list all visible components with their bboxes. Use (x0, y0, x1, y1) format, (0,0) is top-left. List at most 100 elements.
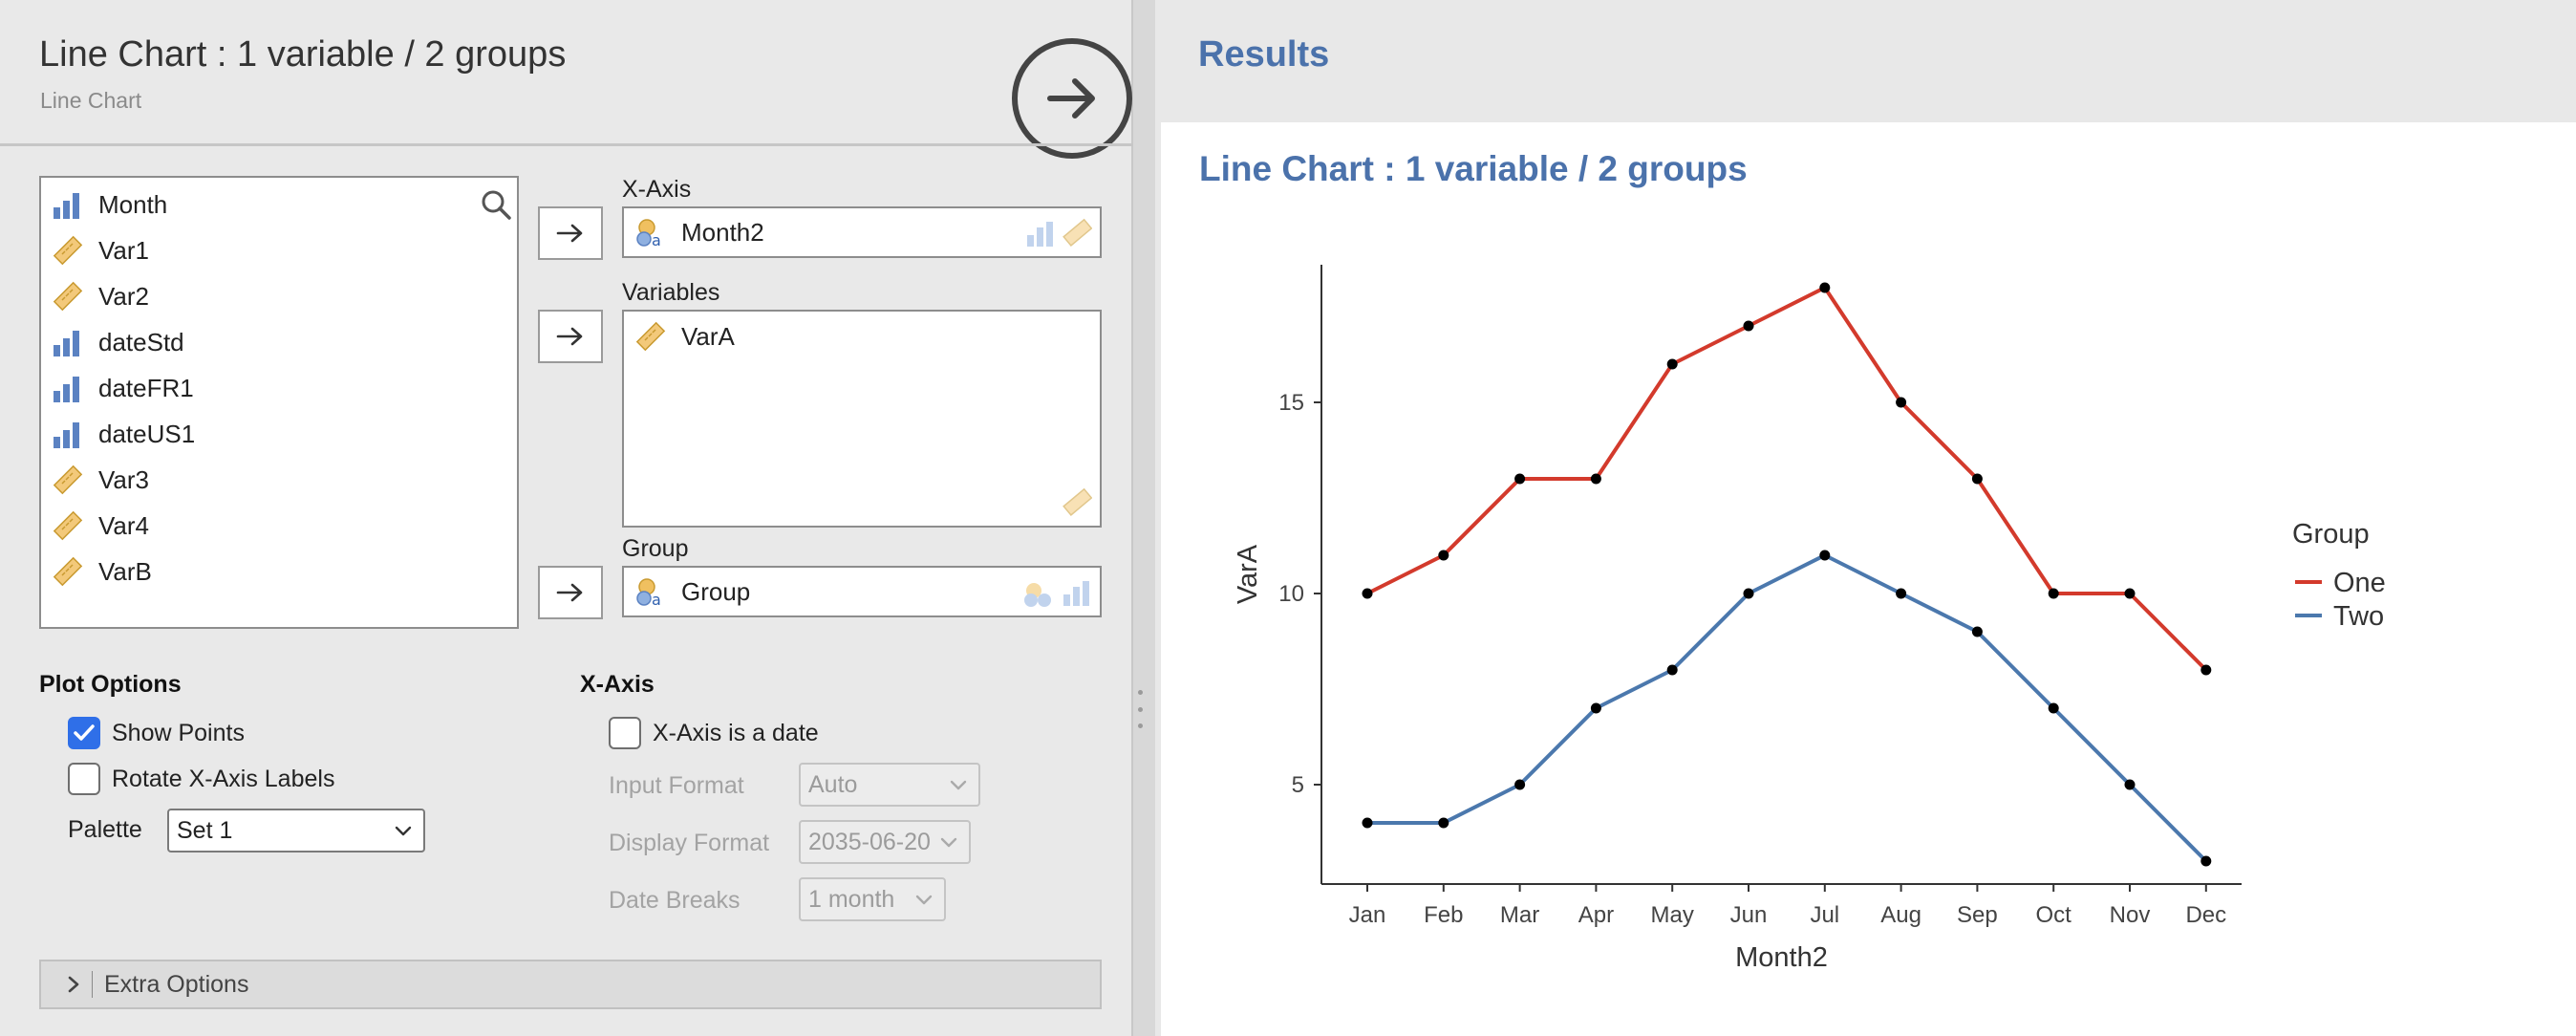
run-analysis-button[interactable] (1012, 38, 1132, 159)
x-tick-label: May (1651, 902, 1694, 928)
header-divider (0, 143, 1133, 146)
x-tick-label: Nov (2110, 902, 2151, 928)
series-line-one (1366, 286, 2208, 672)
svg-text:a: a (652, 591, 661, 608)
x-tick-label: Jan (1349, 902, 1386, 928)
variable-list-item[interactable]: dateFR1 (51, 369, 194, 407)
rotate-xaxis-labels-option[interactable]: Rotate X-Axis Labels (68, 763, 334, 795)
variable-name: Var2 (98, 281, 149, 311)
data-point (1514, 779, 1526, 790)
show-points-checkbox[interactable] (68, 717, 100, 749)
nominal-bars-icon (51, 325, 85, 359)
display-format-value: 2035-06-20 (808, 828, 931, 855)
input-format-label: Input Format (609, 772, 744, 799)
data-point (1362, 588, 1373, 599)
nominal-text-variable-icon: a (633, 574, 668, 609)
variable-list-item[interactable]: Var1 (51, 231, 149, 270)
data-point (1362, 817, 1373, 829)
input-format-select[interactable]: Auto (799, 763, 980, 807)
data-point (1666, 358, 1678, 370)
variable-list-item[interactable]: VarB (51, 552, 152, 591)
analysis-title: Line Chart : 1 variable / 2 groups (39, 34, 567, 75)
nominal-bars-icon (51, 417, 85, 451)
results-panel: Results Line Chart : 1 variable / 2 grou… (1155, 0, 2576, 1036)
variable-list-item[interactable]: Var2 (51, 277, 149, 315)
nominal-bars-icon (1027, 222, 1053, 247)
variable-name: dateStd (98, 327, 184, 356)
variables-target-box[interactable]: VarA (622, 310, 1102, 528)
variable-name: Month (98, 189, 168, 219)
move-to-xaxis-button[interactable] (538, 206, 603, 260)
input-format-value: Auto (808, 770, 858, 798)
svg-text:a: a (652, 231, 661, 248)
variable-name: dateUS1 (98, 419, 196, 448)
extra-options-toggle[interactable]: Extra Options (39, 960, 1102, 1009)
move-to-variables-button[interactable] (538, 310, 603, 363)
data-point (1743, 320, 1754, 332)
x-tick-label: Feb (1424, 902, 1463, 928)
ruler-icon (51, 508, 85, 543)
legend-label: Two (2333, 601, 2384, 632)
data-point (1896, 588, 1907, 599)
panel-splitter-handle[interactable] (1135, 690, 1145, 728)
group-target-label: Group (622, 535, 689, 562)
palette-select[interactable]: Set 1 (167, 809, 425, 853)
options-panel: Line Chart : 1 variable / 2 groups Line … (0, 0, 1133, 1036)
data-point (1971, 473, 1983, 485)
variable-list[interactable]: Month Var1 Var2 dateStd dateFR1 dateUS1 Var3 Va… (39, 176, 519, 629)
y-tick-label: 5 (1292, 772, 1304, 798)
xaxis-is-date-checkbox[interactable] (609, 717, 641, 749)
y-axis-title: VarA (1233, 544, 1263, 604)
xaxis-is-date-option[interactable]: X-Axis is a date (609, 717, 819, 749)
nominal-bars-icon (51, 371, 85, 405)
rotate-xaxis-labels-checkbox[interactable] (68, 763, 100, 795)
search-icon[interactable] (479, 187, 513, 222)
display-format-label: Display Format (609, 830, 770, 856)
variable-name: VarB (98, 556, 152, 586)
rotate-xaxis-labels-label: Rotate X-Axis Labels (112, 765, 335, 792)
variables-variable-name: VarA (681, 321, 735, 351)
xaxis-target-label: X-Axis (622, 176, 692, 203)
group-target-box[interactable]: a Group (622, 566, 1102, 617)
variable-list-item[interactable]: Var4 (51, 507, 149, 545)
line-chart: 5 10 15 Jan Feb Mar Apr May Jun Jul Aug Sep Oct Nov De… (1233, 265, 2386, 973)
variable-name: Var3 (98, 464, 149, 494)
move-to-group-button[interactable] (538, 566, 603, 619)
ruler-icon (51, 233, 85, 268)
variable-list-item[interactable]: dateUS1 (51, 415, 195, 453)
display-format-select[interactable]: 2035-06-20 (799, 820, 971, 864)
result-title: Line Chart : 1 variable / 2 groups (1199, 149, 1748, 188)
xaxis-target-box[interactable]: a Month2 (622, 206, 1102, 258)
data-point (2048, 702, 2059, 714)
arrow-right-icon (556, 583, 583, 602)
data-point (1514, 473, 1526, 485)
variable-list-item[interactable]: dateStd (51, 323, 184, 361)
legend-title: Group (2292, 519, 2370, 550)
data-point (1819, 550, 1831, 561)
variable-list-item[interactable]: Month (51, 185, 167, 224)
data-point (1438, 550, 1449, 561)
ruler-icon (633, 319, 668, 354)
date-breaks-select[interactable]: 1 month (799, 877, 946, 921)
variable-list-item[interactable]: Var3 (51, 461, 149, 499)
chevron-down-icon (950, 780, 967, 790)
data-point (2124, 779, 2136, 790)
group-type-hint (1023, 577, 1092, 608)
group-assigned-variable[interactable]: a Group (633, 574, 750, 609)
ruler-icon (51, 554, 85, 589)
data-point (1971, 626, 1983, 637)
chevron-down-icon (940, 837, 957, 848)
data-point (1896, 397, 1907, 408)
x-tick-label: Jun (1730, 902, 1768, 928)
data-point (1590, 473, 1601, 485)
show-points-option[interactable]: Show Points (68, 717, 245, 749)
checkmark-icon (74, 724, 95, 741)
xaxis-assigned-variable[interactable]: a Month2 (633, 215, 764, 249)
variables-assigned-variable[interactable]: VarA (633, 319, 735, 354)
data-point (2200, 664, 2212, 676)
x-tick-label: Dec (2185, 902, 2226, 928)
x-tick-label: Apr (1578, 902, 1614, 928)
group-variable-name: Group (681, 576, 751, 606)
chevron-down-icon (395, 826, 412, 836)
nominal-circles-icon (1024, 583, 1051, 607)
